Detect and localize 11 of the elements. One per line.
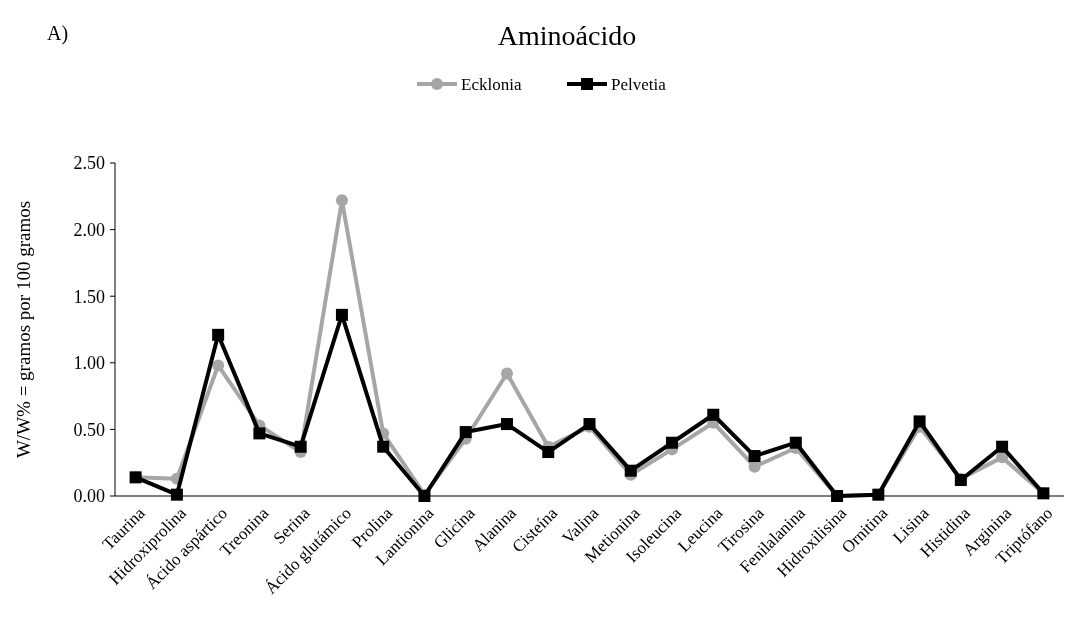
y-tick-label: 1.50 [73,286,105,307]
y-tick-label: 0.50 [73,419,105,440]
y-axis-title: W/W% = gramos por 100 gramos [13,200,34,459]
y-tick-label: 2.00 [73,219,105,240]
text: A) [47,22,69,45]
legend-label: Ecklonia [461,75,522,94]
legend-label: Pelvetia [611,75,667,94]
chart-title: Aminoácido [497,20,637,51]
y-tick-label: 0.00 [73,486,105,507]
y-tick-label: 2.50 [73,153,105,174]
y-tick-label: 1.00 [73,353,105,374]
